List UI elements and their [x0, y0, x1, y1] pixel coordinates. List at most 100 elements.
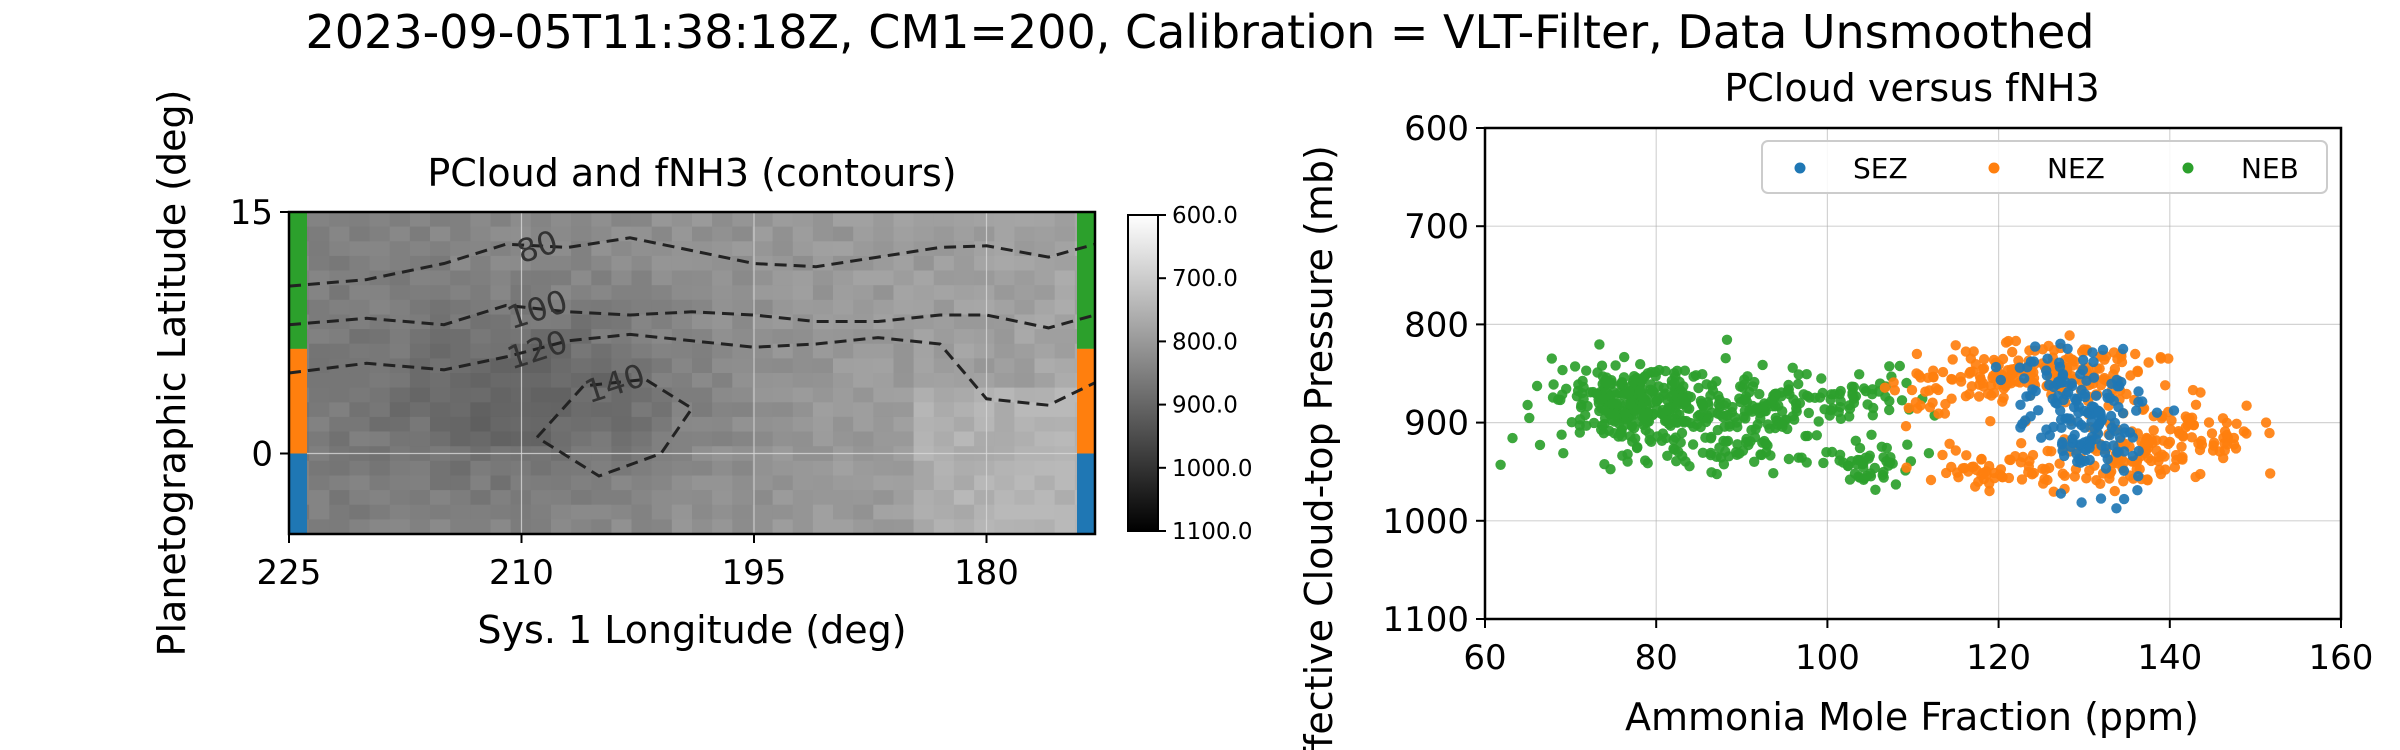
scatter-point-nez — [1950, 340, 1961, 351]
heatmap-cell — [833, 299, 854, 315]
scatter-point-nez — [2155, 352, 2166, 363]
heatmap-cell — [369, 226, 391, 242]
scatter-point-neb — [1764, 423, 1775, 434]
heatmap-cell — [792, 358, 814, 374]
heatmap-cell — [651, 343, 673, 359]
scatter-point-neb — [1838, 457, 1849, 468]
heatmap-cell — [671, 490, 693, 506]
heatmap-cell — [551, 226, 572, 242]
heatmap-cell — [1034, 212, 1056, 228]
scatter-point-neb — [1866, 429, 1877, 440]
heatmap-cell — [752, 519, 774, 535]
contour-line-100 — [288, 303, 1096, 330]
heatmap-cell — [732, 255, 754, 272]
heatmap-cell — [974, 329, 995, 345]
heatmap-cell — [430, 285, 451, 301]
heatmap-cell — [953, 299, 975, 315]
heatmap-cell — [651, 431, 673, 447]
heatmap-cell — [953, 255, 975, 272]
scatter-point-neb — [1620, 408, 1631, 419]
heatmap-cell — [409, 504, 431, 520]
heatmap-cell — [812, 255, 834, 272]
heatmap-cell — [490, 212, 512, 228]
heatmap-cell — [833, 270, 854, 286]
scatter-point-neb — [1776, 387, 1787, 398]
heatmap-cell — [1014, 402, 1036, 418]
heatmap-cell — [1034, 226, 1056, 242]
scatter-y-tick-label: 600 — [1404, 109, 1469, 149]
heatmap-cell — [490, 460, 512, 476]
heatmap-cell — [309, 343, 330, 359]
heatmap-cell — [752, 387, 774, 403]
heatmap-cell — [1014, 431, 1036, 447]
heatmap-cell — [430, 416, 451, 433]
heatmap-cell — [1054, 255, 1076, 272]
map-x-ticks: 225 210 195 180 — [257, 534, 1019, 593]
scatter-point-neb — [1721, 334, 1733, 345]
heatmap-cell — [530, 460, 552, 476]
heatmap-cell — [1034, 460, 1056, 476]
heatmap-cell — [551, 460, 572, 476]
heatmap-cell — [732, 358, 754, 374]
heatmap-cell — [893, 285, 915, 301]
scatter-point-nez — [1952, 467, 1963, 478]
heatmap-cell — [752, 329, 774, 345]
heatmap-cell — [853, 519, 874, 535]
heatmap-cell — [430, 519, 451, 535]
heatmap-cell — [349, 475, 371, 491]
heatmap-cell — [389, 212, 411, 228]
heatmap-cell — [369, 241, 391, 257]
scatter-point-nez — [2057, 468, 2068, 479]
heatmap-cell — [692, 490, 713, 506]
heatmap-cell — [369, 416, 391, 433]
heatmap-cell — [953, 314, 975, 330]
heatmap-cell — [329, 490, 351, 506]
scatter-point-nez — [2010, 335, 2022, 347]
heatmap-cell — [591, 519, 613, 535]
heatmap-cell — [329, 373, 351, 389]
heatmap-cell — [953, 285, 975, 301]
heatmap-cell — [893, 314, 915, 330]
scatter-point-neb — [1622, 449, 1633, 460]
heatmap-cell — [551, 212, 572, 228]
scatter-point-sez — [2056, 377, 2067, 388]
heatmap-cell — [309, 212, 330, 228]
heatmap-cell — [551, 475, 572, 491]
scatter-point-nez — [1986, 390, 1997, 401]
heatmap-cell — [833, 387, 854, 403]
scatter-point-nez — [2116, 356, 2128, 368]
scatter-point-nez — [2043, 462, 2055, 474]
heatmap-cell — [933, 226, 955, 242]
heatmap-cell — [1014, 358, 1036, 374]
heatmap-cell — [450, 285, 471, 301]
heatmap-cell — [792, 285, 814, 301]
scatter-point-neb — [1835, 413, 1847, 424]
scatter-point-sez — [2106, 378, 2117, 389]
scatter-point-sez — [2069, 429, 2080, 441]
heatmap-cell — [893, 490, 915, 506]
scatter-point-neb — [1573, 379, 1584, 390]
heatmap-cell — [772, 373, 794, 389]
heatmap-cell — [530, 343, 552, 359]
heatmap-cell — [430, 504, 451, 520]
heatmap-cell — [1054, 504, 1076, 520]
scatter-point-neb — [1548, 379, 1559, 390]
scatter-point-nez — [2180, 411, 2191, 422]
scatter-point-nez — [2160, 380, 2171, 391]
heatmap-cell — [329, 431, 351, 447]
heatmap-cell — [470, 226, 492, 242]
heatmap-cell — [409, 519, 431, 535]
heatmap-cell — [1014, 226, 1036, 242]
heatmap-cell — [309, 475, 330, 491]
scatter-point-neb — [1750, 424, 1761, 435]
heatmap-cell — [752, 431, 774, 447]
scatter-x-tick-label: 140 — [2137, 638, 2202, 678]
heatmap-cell — [591, 416, 613, 433]
map-title: PCloud and fNH3 (contours) — [427, 151, 956, 195]
scatter-point-neb — [1638, 419, 1649, 431]
heatmap-cell — [571, 285, 592, 301]
heatmap-cell — [409, 373, 431, 389]
heatmap-cell — [591, 255, 613, 272]
heatmap-cell — [651, 226, 673, 242]
scatter-point-neb — [1558, 448, 1569, 459]
